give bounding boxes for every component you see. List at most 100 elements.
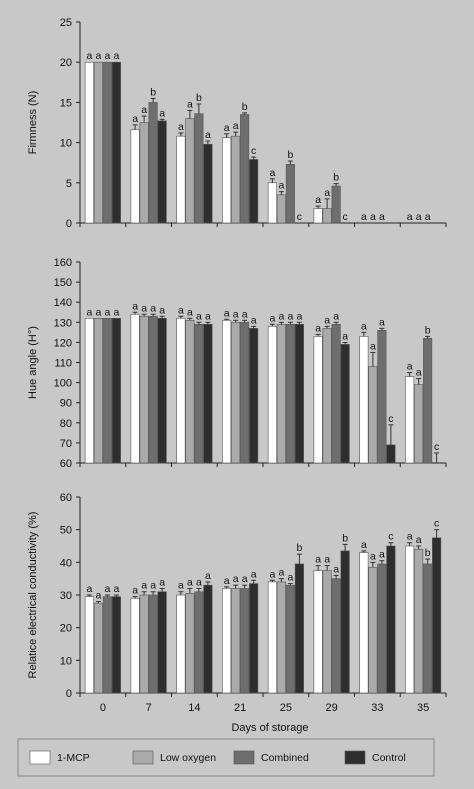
bar bbox=[102, 61, 112, 224]
y-tick-label: 60 bbox=[60, 492, 72, 504]
significance-label: a bbox=[132, 585, 138, 597]
legend-label: Combined bbox=[261, 752, 309, 764]
y-tick-label: 100 bbox=[54, 378, 72, 390]
bar bbox=[240, 114, 250, 224]
bar bbox=[322, 570, 332, 694]
significance-label: a bbox=[315, 322, 321, 334]
bar bbox=[285, 324, 295, 464]
significance-label: a bbox=[159, 576, 165, 588]
significance-label: a bbox=[278, 310, 284, 322]
bar bbox=[405, 376, 415, 464]
bar bbox=[176, 594, 186, 694]
bar bbox=[276, 194, 286, 224]
significance-label: a bbox=[205, 310, 211, 322]
bar bbox=[176, 135, 186, 224]
legend: 1-MCP Low oxygen Combined Control bbox=[17, 738, 435, 777]
bar bbox=[93, 61, 103, 224]
y-tick-label: 80 bbox=[60, 418, 72, 430]
significance-label: a bbox=[379, 549, 385, 561]
y-tick-label: 0 bbox=[66, 688, 72, 700]
bar bbox=[231, 588, 241, 694]
bar bbox=[222, 137, 232, 224]
bar bbox=[267, 182, 277, 224]
significance-label: b bbox=[296, 542, 302, 554]
significance-label: a bbox=[324, 187, 330, 199]
y-tick-label: 50 bbox=[60, 525, 72, 537]
bar bbox=[240, 321, 250, 464]
bar bbox=[157, 317, 167, 464]
significance-label: a bbox=[205, 129, 211, 141]
bar bbox=[130, 313, 140, 464]
significance-label: a bbox=[233, 308, 239, 320]
significance-label: a bbox=[196, 310, 202, 322]
significance-label: a bbox=[141, 580, 147, 592]
bar bbox=[414, 548, 424, 694]
y-tick-label: 120 bbox=[54, 337, 72, 349]
bar bbox=[102, 317, 112, 464]
significance-label: a bbox=[141, 104, 147, 116]
bar bbox=[340, 550, 350, 694]
bar bbox=[294, 324, 304, 464]
significance-label: a bbox=[150, 302, 156, 314]
significance-label: a bbox=[370, 211, 376, 223]
bar bbox=[423, 338, 433, 464]
significance-label: c bbox=[434, 518, 439, 530]
significance-label: a bbox=[416, 534, 422, 546]
bar bbox=[130, 597, 140, 694]
x-tick-label: 25 bbox=[280, 702, 292, 714]
bar bbox=[331, 324, 341, 464]
significance-label: a bbox=[196, 576, 202, 588]
y-tick-label: 160 bbox=[54, 257, 72, 269]
bar bbox=[359, 552, 369, 694]
y-tick-label: 5 bbox=[66, 178, 72, 190]
significance-label: c bbox=[297, 211, 302, 223]
y-tick-label: 0 bbox=[66, 218, 72, 230]
significance-label: a bbox=[407, 361, 413, 373]
significance-label: a bbox=[251, 568, 257, 580]
significance-label: c bbox=[388, 413, 393, 425]
significance-label: a bbox=[278, 180, 284, 192]
x-tick-label: 33 bbox=[371, 702, 383, 714]
bar bbox=[231, 135, 241, 224]
significance-label: a bbox=[224, 122, 230, 134]
significance-label: a bbox=[178, 121, 184, 133]
significance-label: a bbox=[333, 310, 339, 322]
significance-label: a bbox=[370, 340, 376, 352]
bar bbox=[111, 317, 121, 464]
significance-label: a bbox=[86, 50, 92, 62]
significance-label: a bbox=[132, 300, 138, 312]
bar bbox=[84, 61, 94, 224]
significance-label: a bbox=[287, 572, 293, 584]
bar bbox=[93, 602, 103, 694]
x-axis-title: Days of storage bbox=[231, 722, 308, 734]
significance-label: a bbox=[141, 302, 147, 314]
bar bbox=[240, 588, 250, 694]
y-tick-label: 10 bbox=[60, 655, 72, 667]
significance-label: a bbox=[416, 367, 422, 379]
bar bbox=[93, 317, 103, 464]
bar bbox=[377, 563, 387, 694]
significance-label: a bbox=[233, 120, 239, 132]
bar bbox=[203, 324, 213, 464]
significance-label: a bbox=[361, 539, 367, 551]
significance-label: a bbox=[104, 306, 110, 318]
legend-frame bbox=[17, 738, 435, 777]
bar bbox=[414, 384, 424, 464]
significance-label: a bbox=[95, 306, 101, 318]
significance-label: a bbox=[224, 575, 230, 587]
chart-panel-3: 0 10 20 30 40 50 60 Relatice electrical conduct… bbox=[27, 492, 447, 714]
significance-label: b bbox=[150, 86, 156, 98]
significance-label: a bbox=[361, 211, 367, 223]
y-tick-label: 20 bbox=[60, 57, 72, 69]
significance-label: a bbox=[407, 531, 413, 543]
bar bbox=[405, 545, 415, 694]
significance-label: b bbox=[342, 532, 348, 544]
significance-label: a bbox=[342, 330, 348, 342]
y-axis-title: Relatice electrical conductivity (%) bbox=[27, 512, 39, 679]
bar bbox=[285, 584, 295, 694]
significance-label: a bbox=[370, 550, 376, 562]
bar bbox=[148, 102, 158, 224]
legend-label: Low oxygen bbox=[160, 752, 216, 764]
significance-label: b bbox=[425, 547, 431, 559]
bar bbox=[386, 444, 396, 464]
